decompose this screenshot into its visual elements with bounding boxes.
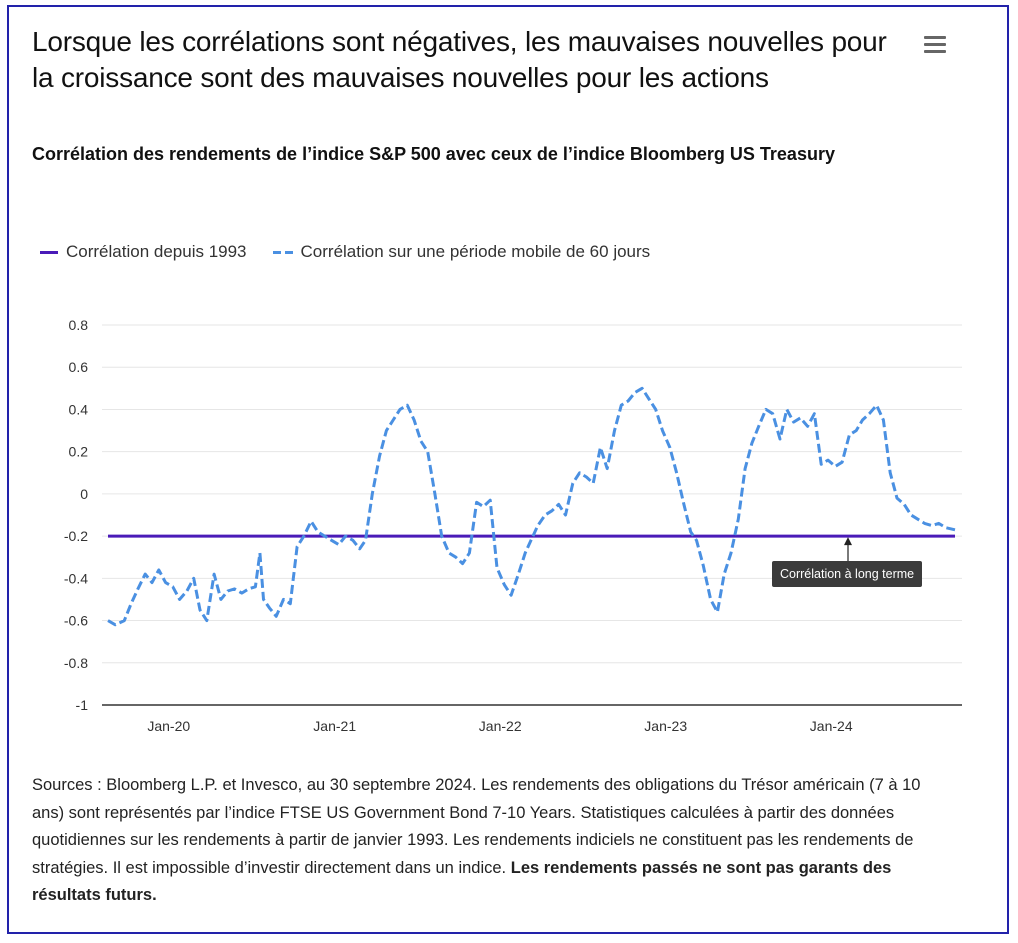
x-tick-label: Jan-23 <box>644 718 687 734</box>
x-tick-label: Jan-22 <box>479 718 522 734</box>
footer-sources: Sources : Bloomberg L.P. et Invesco, au … <box>32 772 932 910</box>
annotation-long-term-label: Corrélation à long terme <box>772 561 923 587</box>
y-tick-label: -0.8 <box>64 655 88 671</box>
x-tick-label: Jan-24 <box>810 718 853 734</box>
chart-title: Lorsque les corrélations sont négatives,… <box>32 26 887 93</box>
legend-swatch-solid <box>40 250 58 254</box>
x-tick-label: Jan-20 <box>147 718 190 734</box>
chart-subtitle: Corrélation des rendements de l’indice S… <box>32 144 835 164</box>
menu-bar <box>924 50 946 53</box>
annotation-arrow-head <box>844 537 852 546</box>
footer-disclaimer: Les rendements passés ne sont pas garant… <box>32 858 892 905</box>
legend-swatch-dashed <box>272 250 293 254</box>
hamburger-icon[interactable] <box>924 36 946 54</box>
legend-label-rolling: Corrélation sur une période mobile de 60… <box>300 242 651 261</box>
y-tick-label: -1 <box>76 697 89 713</box>
y-tick-label: 0 <box>80 486 88 502</box>
y-tick-label: -0.6 <box>64 613 88 629</box>
y-tick-label: 0.8 <box>69 317 89 333</box>
menu-bar <box>924 36 946 39</box>
legend-item-rolling[interactable]: Corrélation sur une période mobile de 60… <box>272 242 651 262</box>
legend-label-long-term: Corrélation depuis 1993 <box>66 242 247 261</box>
footer-text: Sources : Bloomberg L.P. et Invesco, au … <box>32 776 921 877</box>
y-tick-label: 0.6 <box>69 359 89 375</box>
chart-frame <box>7 5 1009 934</box>
x-tick-label: Jan-21 <box>313 718 356 734</box>
y-tick-label: -0.2 <box>64 528 88 544</box>
y-tick-label: -0.4 <box>64 570 88 586</box>
series-line-rolling <box>107 386 956 627</box>
y-tick-label: 0.2 <box>69 444 89 460</box>
y-tick-label: 0.4 <box>69 401 89 417</box>
menu-bar <box>924 43 946 46</box>
line-chart: 0.8 0.6 0.4 0.2 0 -0.2 -0.4 -0.6 -0.8 -1 Jan-20 Jan… <box>64 317 962 734</box>
legend-item-long-term[interactable]: Corrélation depuis 1993 <box>40 242 247 262</box>
legend: Corrélation depuis 1993 Corrélation sur … <box>40 240 676 264</box>
